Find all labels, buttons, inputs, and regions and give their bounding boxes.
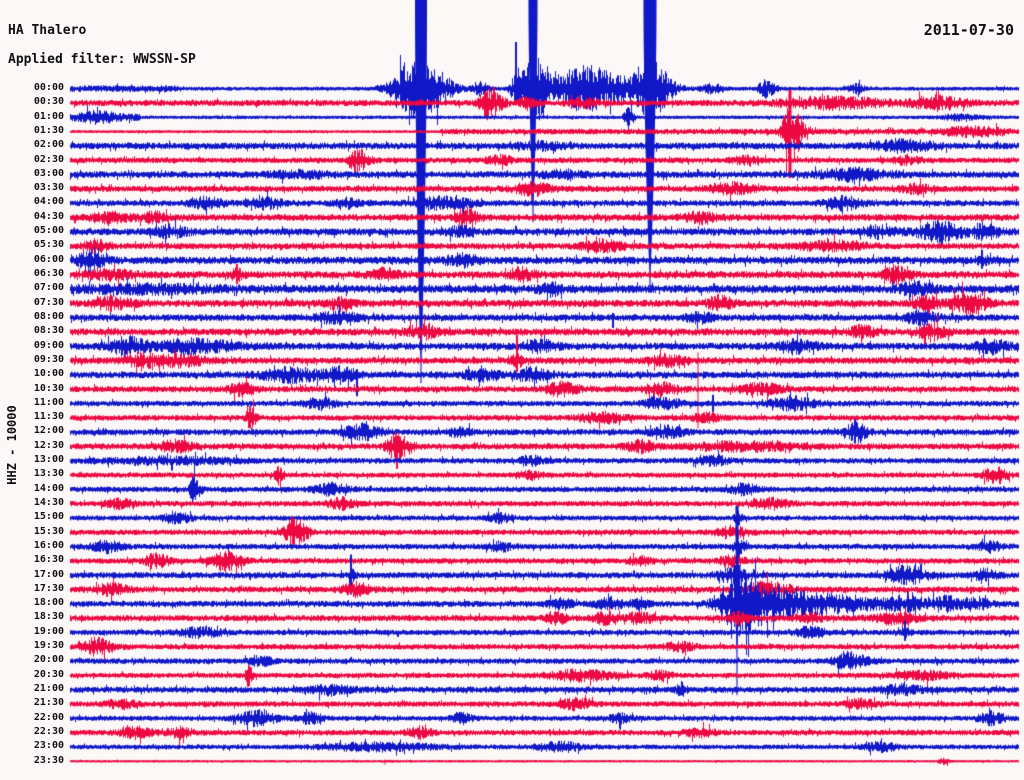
time-label-2300: 23:00 [33, 740, 64, 752]
time-label-0400: 04:00 [33, 196, 64, 208]
time-label-0230: 02:30 [33, 153, 64, 165]
time-label-1630: 16:30 [33, 554, 64, 566]
time-label-1130: 11:30 [33, 411, 64, 423]
time-label-2330: 23:30 [33, 754, 64, 766]
time-label-0200: 02:00 [33, 139, 64, 151]
time-label-1700: 17:00 [33, 568, 64, 580]
time-label-1530: 15:30 [33, 525, 64, 537]
time-label-1030: 10:30 [33, 382, 64, 394]
time-label-0730: 07:30 [33, 296, 64, 308]
time-label-1500: 15:00 [33, 511, 64, 523]
time-label-1100: 11:00 [33, 396, 64, 408]
time-label-0530: 05:30 [33, 239, 64, 251]
time-label-1430: 14:30 [33, 496, 64, 508]
channel-scale-label: HHZ - 10000 [5, 405, 19, 485]
time-label-2200: 22:00 [33, 711, 64, 723]
time-label-1800: 18:00 [33, 597, 64, 609]
time-label-0130: 01:30 [33, 124, 64, 136]
time-label-1200: 12:00 [33, 425, 64, 437]
time-label-0800: 08:00 [33, 310, 64, 322]
time-label-0100: 01:00 [33, 110, 64, 122]
time-label-0600: 06:00 [33, 253, 64, 265]
time-label-0900: 09:00 [33, 339, 64, 351]
time-label-0430: 04:30 [33, 210, 64, 222]
time-label-1930: 19:30 [33, 640, 64, 652]
time-label-1330: 13:30 [33, 468, 64, 480]
time-label-0030: 00:30 [33, 96, 64, 108]
time-label-0830: 08:30 [33, 325, 64, 337]
station-name: HA Thalero [8, 23, 87, 38]
time-label-2230: 22:30 [33, 725, 64, 737]
time-label-0930: 09:30 [33, 353, 64, 365]
time-label-1400: 14:00 [33, 482, 64, 494]
time-label-2000: 20:00 [33, 654, 64, 666]
time-label-1000: 10:00 [33, 368, 64, 380]
time-label-0000: 00:00 [33, 82, 64, 93]
time-label-0300: 03:00 [33, 167, 64, 179]
time-label-0500: 05:00 [33, 225, 64, 237]
filter-label: Applied filter: WWSSN-SP [8, 52, 196, 67]
time-label-1230: 12:30 [33, 439, 64, 451]
time-label-1600: 16:00 [33, 539, 64, 551]
time-label-1300: 13:00 [33, 454, 64, 466]
time-label-0700: 07:00 [33, 282, 64, 294]
date-label: 2011-07-30 [923, 21, 1014, 39]
time-label-2130: 21:30 [33, 697, 64, 709]
time-label-1730: 17:30 [33, 582, 64, 594]
time-label-2030: 20:30 [33, 668, 64, 680]
time-label-1900: 19:00 [33, 625, 64, 637]
time-label-0330: 03:30 [33, 182, 64, 194]
time-label-1830: 18:30 [33, 611, 64, 623]
time-label-2100: 21:00 [33, 683, 64, 695]
time-label-0630: 06:30 [33, 268, 64, 280]
